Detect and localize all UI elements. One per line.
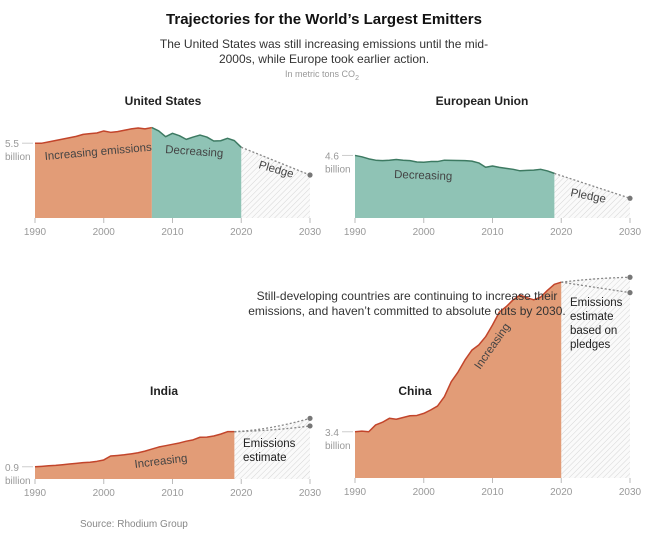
- india-y-unit-label: billion: [5, 476, 31, 487]
- eu-projection-line-pledge: [554, 172, 631, 199]
- china-increasing-line: [354, 281, 562, 433]
- india-y-tick-label: 0.9: [5, 463, 19, 474]
- eu-decreasing-line: [354, 154, 555, 175]
- india-estimate-label-1: Emissions: [243, 438, 296, 450]
- china-projection-area: [561, 277, 630, 478]
- india-projection-endpoint: [307, 415, 313, 421]
- china-estimate-label-2: estimate: [570, 311, 613, 323]
- china-x-tick-label: 2000: [413, 487, 436, 498]
- middle-text-line-2: emissions, and haven’t committed to abso…: [248, 304, 566, 318]
- india-x-tick-label: 2000: [93, 488, 116, 499]
- india-x-tick-label: 2030: [299, 488, 322, 499]
- eu-decreasing-area: [355, 155, 555, 218]
- china-projection-endpoint: [627, 274, 633, 280]
- subtitle-line-2: 2000s, while Europe took earlier action.: [219, 52, 429, 66]
- china-x-tick-label: 1990: [344, 487, 367, 498]
- india-estimate-label-2: estimate: [243, 452, 286, 464]
- eu-x-tick-label: 2030: [619, 227, 642, 238]
- india-title: India: [150, 384, 178, 398]
- middle-text-line-1: Still-developing countries are continuin…: [257, 289, 558, 303]
- eu-x-tick-label: 2000: [413, 227, 436, 238]
- eu-decreasing-label: Decreasing: [394, 169, 453, 183]
- us-decreasing-line: [151, 126, 242, 148]
- us-x-tick-label: 2010: [161, 227, 184, 238]
- india-projection-line-high: [234, 417, 311, 433]
- chart-title: Trajectories for the World’s Largest Emi…: [166, 11, 482, 28]
- india-increasing-area: [35, 431, 235, 479]
- china-title: China: [398, 384, 432, 398]
- china-estimate-label-4: pledges: [570, 339, 611, 351]
- eu-y-unit-label: billion: [325, 164, 351, 175]
- india-x-tick-label: 1990: [24, 488, 47, 499]
- india-increasing-line: [34, 430, 235, 468]
- china-estimate-label-1: Emissions: [570, 297, 623, 309]
- us-x-tick-label: 2000: [93, 227, 116, 238]
- india-projection-endpoint: [307, 423, 313, 429]
- us-y-tick-label: 5.5: [5, 139, 19, 150]
- us-projection-area: [241, 147, 310, 218]
- china-projection-endpoint: [627, 290, 633, 296]
- us-x-tick-label: 2020: [230, 227, 253, 238]
- us-projection-line-pledge: [241, 146, 311, 176]
- us-increasing-area: [35, 127, 152, 218]
- china-estimate-label-3: based on: [570, 325, 617, 337]
- units-note: In metric tons CO2: [285, 69, 359, 82]
- china-y-unit-label: billion: [325, 441, 351, 452]
- subtitle-line-1: The United States was still increasing e…: [160, 37, 488, 51]
- source-note: Source: Rhodium Group: [80, 519, 188, 530]
- us-title: United States: [125, 94, 202, 108]
- china-chart: 3.4 billion 1990 2000 2010 2020 2030: [325, 274, 642, 498]
- eu-y-tick-label: 4.6: [325, 151, 339, 162]
- china-projection-line-low: [561, 281, 631, 294]
- china-x-tick-label: 2020: [550, 487, 573, 498]
- eu-x-tick-label: 2020: [550, 227, 573, 238]
- india-projection-area: [234, 418, 310, 479]
- us-decreasing-area: [151, 127, 242, 218]
- india-x-tick-label: 2020: [230, 488, 253, 499]
- us-y-unit-label: billion: [5, 152, 31, 163]
- us-decreasing-label: Decreasing: [165, 144, 224, 160]
- eu-x-tick-label: 2010: [481, 227, 504, 238]
- us-x-tick-label: 1990: [24, 227, 47, 238]
- china-x-tick-label: 2030: [619, 487, 642, 498]
- us-increasing-line: [35, 126, 153, 144]
- eu-chart: 4.6 billion 1990 2000 2010 2020 2030: [325, 151, 642, 238]
- eu-title: European Union: [436, 94, 529, 108]
- us-chart: 5.5 billion 1990 2000 2010 2020 2030: [5, 126, 322, 238]
- eu-projection-endpoint: [627, 195, 633, 201]
- us-projection-endpoint: [307, 172, 313, 178]
- china-y-tick-label: 3.4: [325, 428, 339, 439]
- us-x-tick-label: 2030: [299, 227, 322, 238]
- india-x-tick-label: 2010: [161, 488, 184, 499]
- eu-x-tick-label: 1990: [344, 227, 367, 238]
- india-projection-line-low: [234, 425, 311, 433]
- eu-projection-area: [554, 173, 630, 218]
- china-increasing-area: [355, 282, 562, 478]
- china-x-tick-label: 2010: [481, 487, 504, 498]
